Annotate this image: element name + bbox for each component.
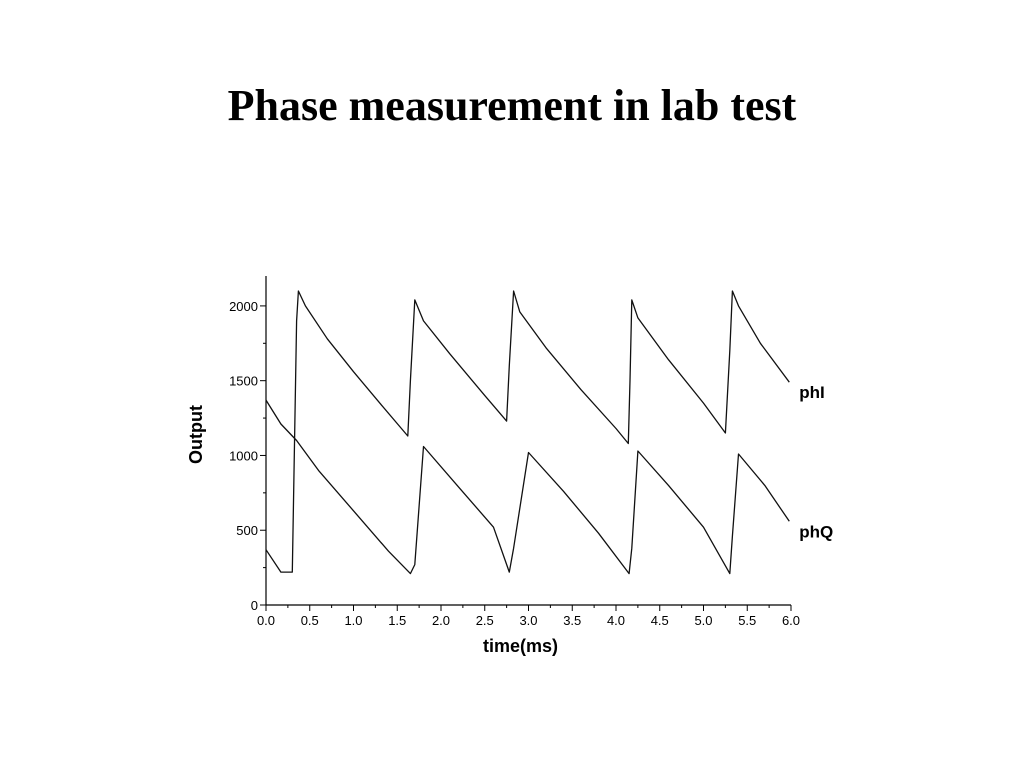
- x-tick-label: 3.0: [519, 613, 537, 628]
- x-tick-label: 2.5: [476, 613, 494, 628]
- x-tick-label: 0.0: [257, 613, 275, 628]
- x-tick-label: 1.5: [388, 613, 406, 628]
- x-tick-label: 5.0: [694, 613, 712, 628]
- x-tick-label: 0.5: [301, 613, 319, 628]
- series-line-phQ: [265, 399, 790, 575]
- y-tick-label: 2000: [229, 299, 258, 314]
- series-label-phQ: phQ: [799, 522, 833, 541]
- x-tick-label: 1.0: [344, 613, 362, 628]
- x-tick-label: 4.0: [607, 613, 625, 628]
- y-tick-label: 500: [236, 523, 258, 538]
- series-label-phI: phI: [799, 383, 825, 402]
- x-axis-title: time(ms): [483, 636, 558, 656]
- x-tick-label: 4.5: [651, 613, 669, 628]
- y-tick-label: 0: [251, 598, 258, 613]
- y-tick-label: 1500: [229, 374, 258, 389]
- x-tick-label: 3.5: [563, 613, 581, 628]
- x-tick-label: 2.0: [432, 613, 450, 628]
- series-line-phI: [265, 290, 790, 573]
- y-axis-title: Output: [186, 405, 206, 464]
- x-tick-label: 5.5: [738, 613, 756, 628]
- slide-title: Phase measurement in lab test: [227, 81, 797, 130]
- y-tick-label: 1000: [229, 448, 258, 463]
- x-tick-label: 6.0: [782, 613, 800, 628]
